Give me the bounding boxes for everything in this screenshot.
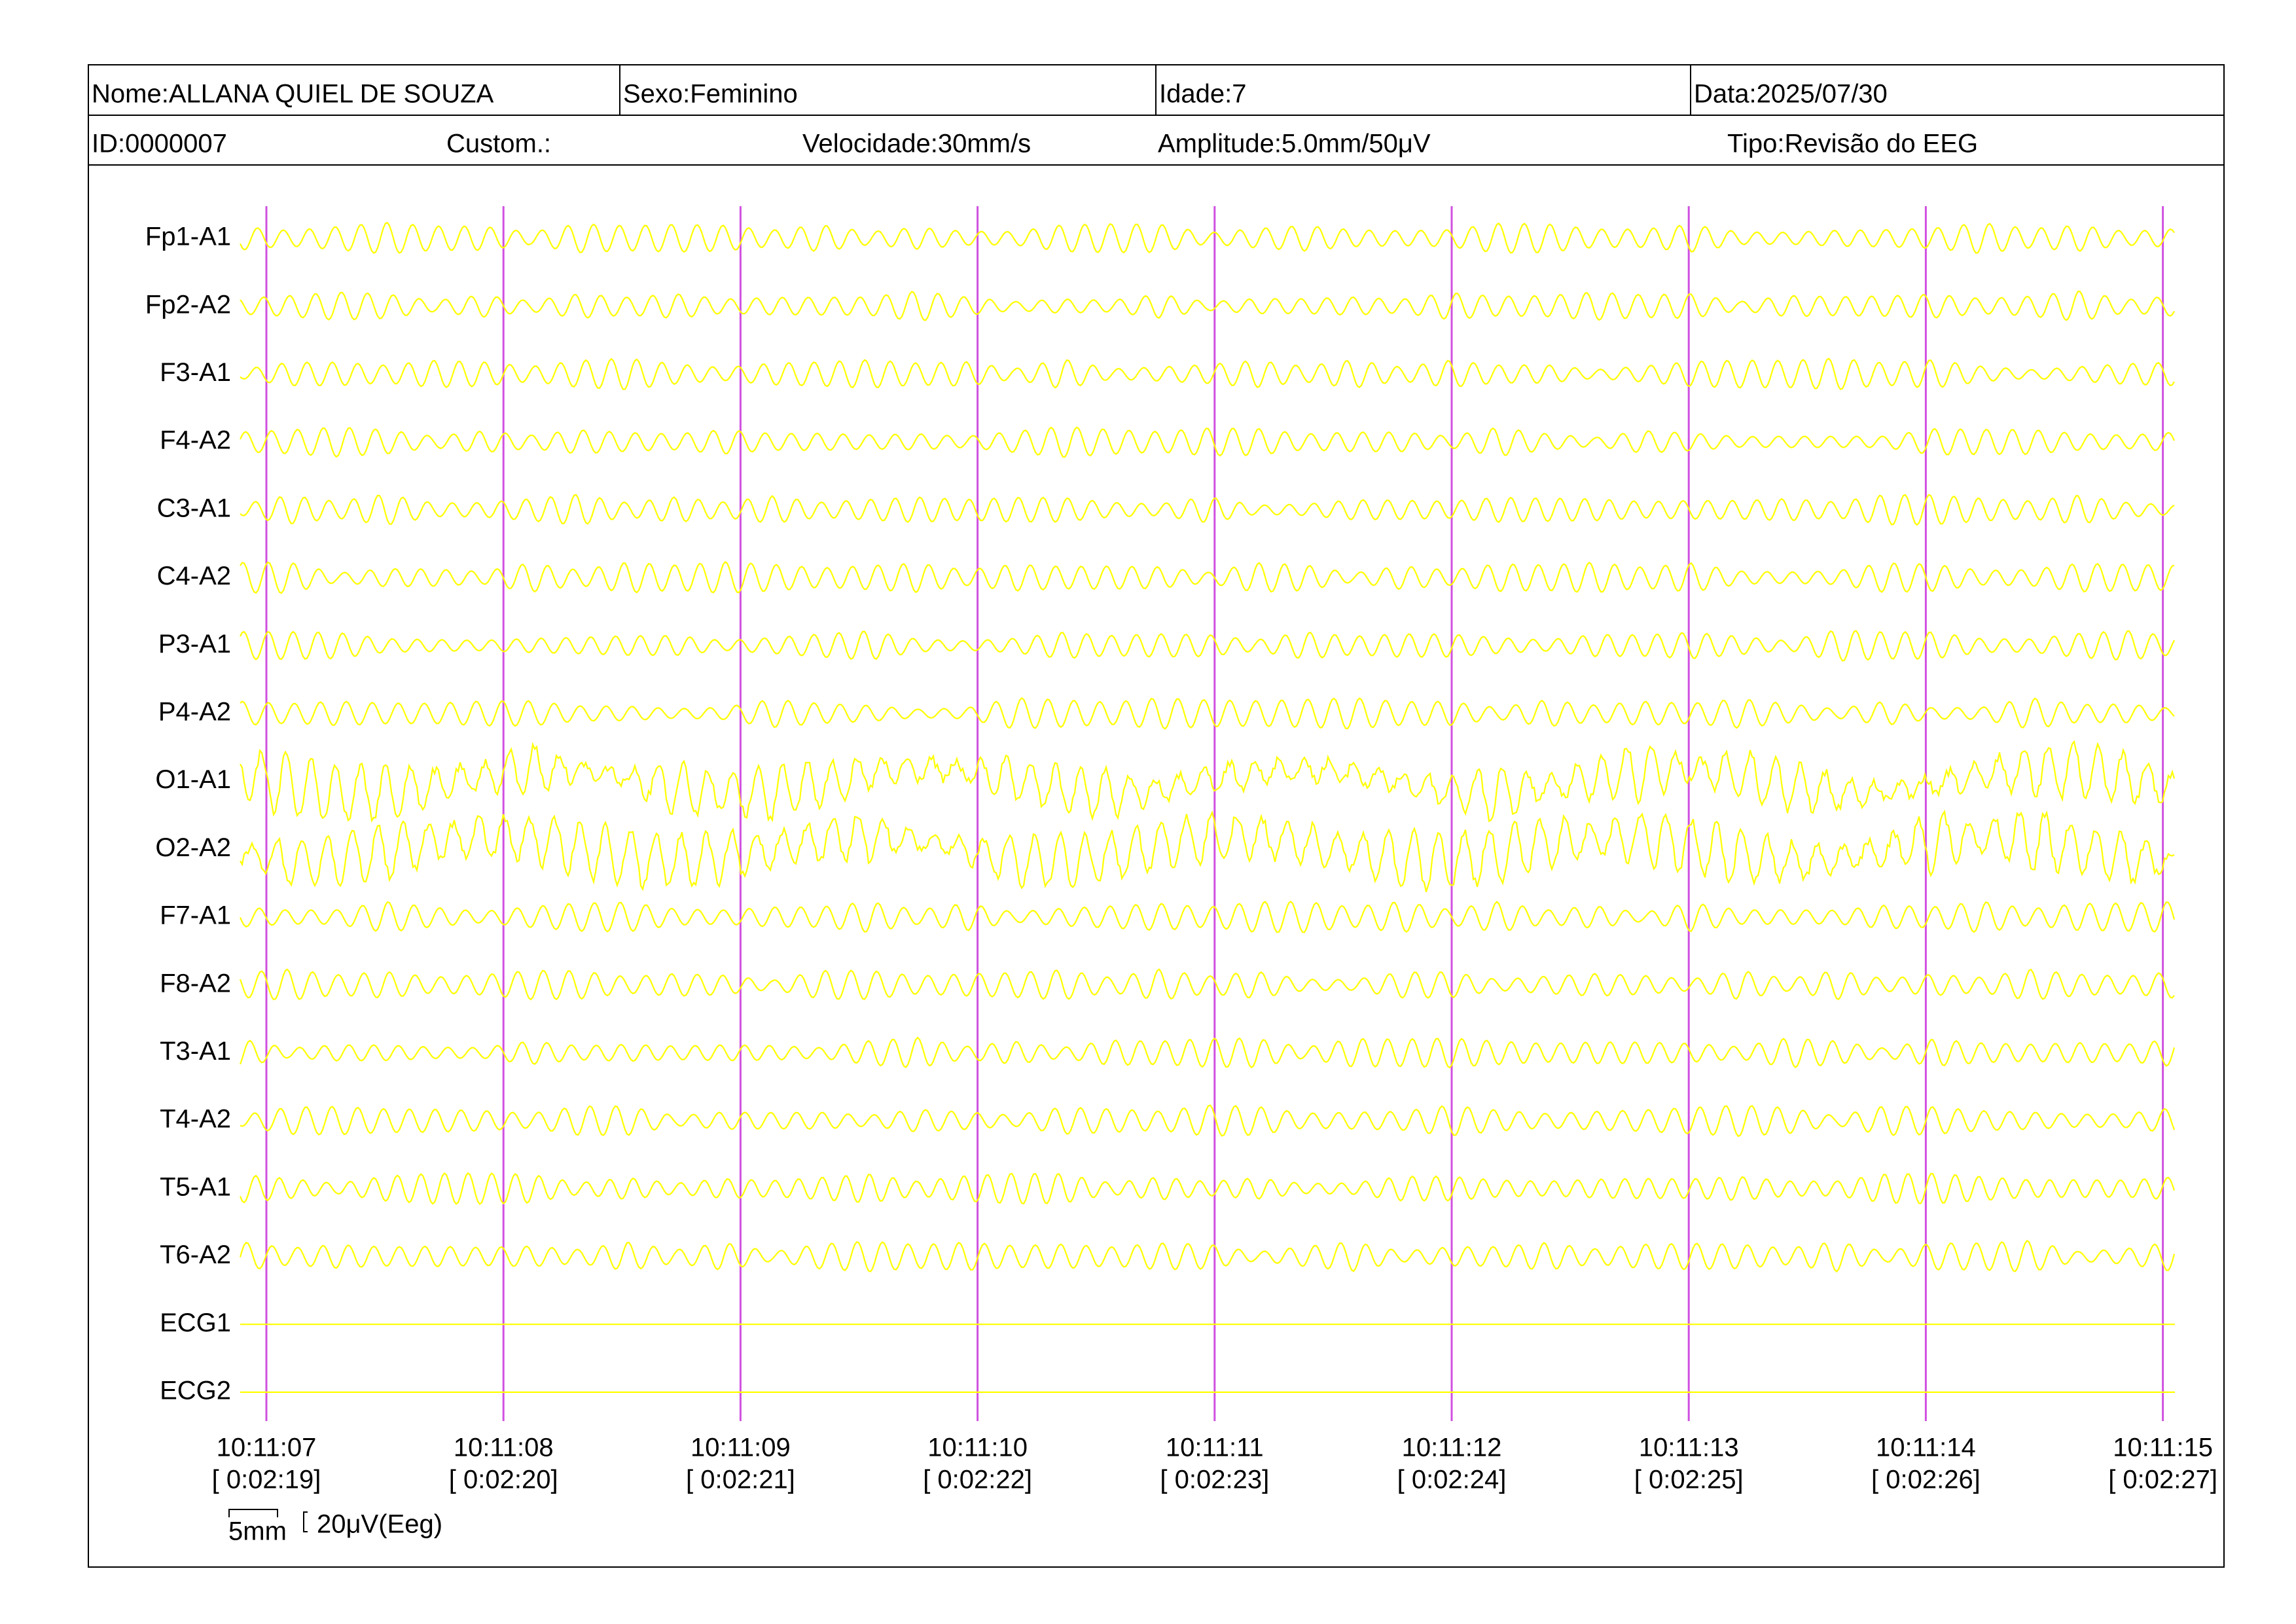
channel-label: T5-A1	[160, 1172, 231, 1201]
channel-label: C3-A1	[157, 494, 231, 522]
patient-name: Nome:ALLANA QUIEL DE SOUZA	[92, 80, 494, 109]
channel-label: F8-A2	[160, 969, 231, 998]
channel-label: C4-A2	[157, 562, 231, 590]
eeg-trace	[240, 740, 2176, 823]
amplitude-scale-label: 20μV(Eeg)	[317, 1510, 442, 1539]
time-scale-bracket	[228, 1509, 278, 1517]
elapsed-time: [ 0:02:24]	[1397, 1466, 1507, 1494]
channel-label: P3-A1	[158, 630, 231, 659]
elapsed-time: [ 0:02:25]	[1634, 1466, 1744, 1494]
clock-time: 10:11:07	[217, 1434, 317, 1462]
eeg-trace	[239, 1036, 2176, 1069]
eeg-trace	[240, 561, 2175, 594]
clock-time: 10:11:15	[2113, 1434, 2213, 1462]
record-date: Data:2025/07/30	[1694, 80, 1888, 109]
clock-time: 10:11:08	[454, 1434, 554, 1462]
trace-area: 10:11:07 [ 0:02:19] 10:11:08 [ 0:02:20] 10:1…	[212, 206, 2217, 1494]
channel-label: T3-A1	[160, 1037, 231, 1066]
eeg-trace	[239, 1240, 2176, 1273]
amplitude: Amplitude:5.0mm/50μV	[1158, 130, 1431, 158]
channel-label: ECG2	[160, 1376, 231, 1405]
eeg-trace	[240, 426, 2175, 458]
time-scale-label: 5mm	[228, 1517, 287, 1546]
channel-label: Fp1-A1	[145, 223, 231, 251]
patient-age: Idade:7	[1159, 80, 1246, 109]
clock-time: 10:11:10	[927, 1434, 1028, 1462]
eeg-trace	[239, 968, 2175, 1001]
channel-label: F3-A1	[160, 358, 231, 387]
elapsed-time: [ 0:02:20]	[449, 1466, 558, 1494]
clock-time: 10:11:12	[1402, 1434, 1502, 1462]
elapsed-time: [ 0:02:19]	[212, 1466, 321, 1494]
patient-sex: Sexo:Feminino	[623, 80, 798, 109]
elapsed-time: [ 0:02:26]	[1871, 1466, 1981, 1494]
speed: Velocidade:30mm/s	[802, 130, 1031, 158]
channel-label: O1-A1	[155, 765, 231, 794]
eeg-trace	[240, 630, 2175, 662]
clock-time: 10:11:14	[1876, 1434, 1976, 1462]
channel-label: F7-A1	[160, 901, 231, 930]
eeg-trace	[240, 290, 2175, 321]
elapsed-time: [ 0:02:22]	[923, 1466, 1032, 1494]
clock-time: 10:11:11	[1166, 1434, 1264, 1462]
elapsed-time: [ 0:02:27]	[2108, 1466, 2217, 1494]
channel-label: O2-A2	[155, 833, 231, 862]
channel-label: F4-A2	[160, 426, 231, 455]
eeg-trace	[240, 697, 2175, 730]
channel-label: T6-A2	[160, 1240, 231, 1269]
clock-time: 10:11:09	[691, 1434, 791, 1462]
eeg-trace	[240, 809, 2175, 892]
channel-label: T4-A2	[160, 1105, 231, 1134]
channel-label: Fp2-A2	[145, 290, 231, 319]
elapsed-time: [ 0:02:21]	[686, 1466, 795, 1494]
patient-id: ID:0000007	[92, 130, 227, 158]
elapsed-time: [ 0:02:23]	[1160, 1466, 1269, 1494]
review-type: Tipo:Revisão do EEG	[1727, 130, 1978, 158]
custom-field: Custom.:	[446, 130, 551, 158]
eeg-trace	[240, 1104, 2176, 1138]
clock-time: 10:11:13	[1639, 1434, 1739, 1462]
eeg-trace	[240, 357, 2175, 391]
eeg-trace	[240, 494, 2175, 526]
eeg-trace	[239, 1172, 2176, 1206]
channel-label: ECG1	[160, 1308, 231, 1337]
channel-label: P4-A2	[158, 697, 231, 726]
eeg-trace	[240, 222, 2175, 254]
amplitude-scale-bracket	[303, 1511, 308, 1532]
eeg-trace	[239, 900, 2176, 933]
